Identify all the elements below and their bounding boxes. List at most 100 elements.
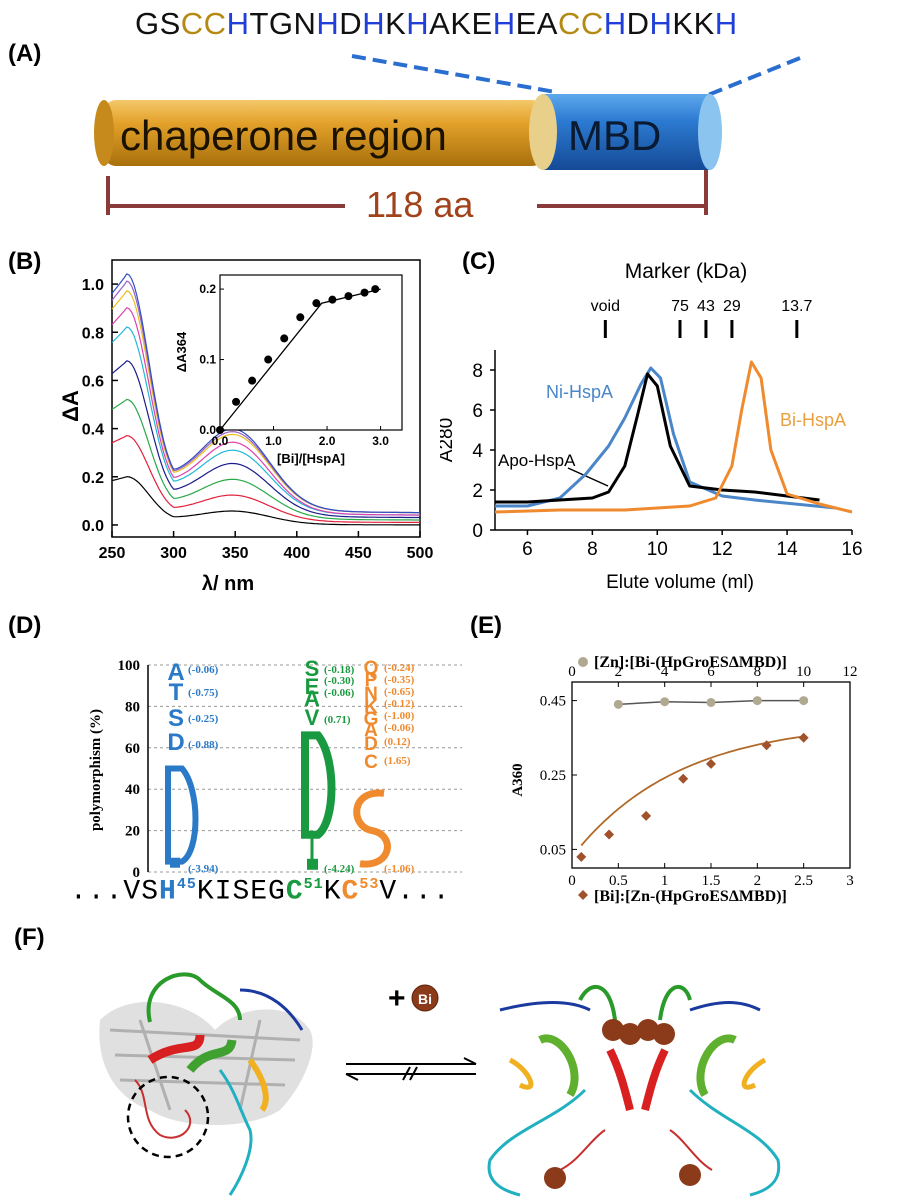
seq-segment: EA xyxy=(515,6,558,41)
panel-e-label: (E) xyxy=(470,612,502,639)
d-logo-value: (-3.94) xyxy=(188,863,219,875)
d-logo-value: (0.12) xyxy=(384,736,411,748)
e-bi-point xyxy=(706,758,716,769)
e-top-tick-label: 0 xyxy=(568,664,576,680)
e-bottom-label: [Bi]:[Zn-(HpGroESΔMBD)] xyxy=(594,888,787,905)
panel-a-diagram xyxy=(94,54,801,215)
b-inset-point xyxy=(232,397,241,406)
e-bottom-tick-label: 2 xyxy=(754,873,762,889)
b-inset-xtick-label: 1.0 xyxy=(265,434,282,448)
seq-segment: H xyxy=(362,6,386,41)
b-inset-xtick-label: 0.0 xyxy=(212,434,229,448)
chaperone-end xyxy=(94,100,114,166)
apo-label: Apo-HspA xyxy=(498,451,576,470)
d-logo-letter: P xyxy=(365,670,378,691)
c-ytick-label: 2 xyxy=(472,481,483,502)
mbd-join xyxy=(529,94,557,170)
d-logo-letter: A xyxy=(304,686,320,711)
b-inset-point xyxy=(360,288,369,297)
d-logo-value: (-0.06) xyxy=(188,664,219,676)
d-logo-value: (-0.65) xyxy=(384,686,415,698)
b-inset-point xyxy=(328,295,337,304)
b-xtick-label: 400 xyxy=(283,545,310,562)
d-k-res: K xyxy=(323,876,342,908)
d-ytick-label: 60 xyxy=(125,741,140,757)
panel-f-structures: + Bi xyxy=(99,972,781,1197)
c-ytick-label: 0 xyxy=(472,521,483,542)
c-trace xyxy=(494,360,853,514)
seq-segment: K xyxy=(385,6,407,41)
e-ytick-label: 0.25 xyxy=(540,768,566,784)
seq-segment: GS xyxy=(135,6,181,41)
d-seq-suffix: V... xyxy=(379,876,451,908)
e-top-tick-label: 2 xyxy=(615,664,623,680)
b-inset-point xyxy=(312,299,321,308)
seq-segment: H xyxy=(603,6,627,41)
d-mid-seq: KISEG xyxy=(196,876,286,908)
d-seq-prefix: ...VS xyxy=(70,876,160,908)
c-xlabel: Elute volume (ml) xyxy=(606,572,754,593)
e-frame xyxy=(571,681,851,869)
seq-segment: CC xyxy=(180,6,227,41)
d-logo-value: (1.65) xyxy=(384,755,411,767)
d-logo-c xyxy=(307,858,318,870)
b-xtick-label: 500 xyxy=(407,545,434,562)
e-top-tick-label: 4 xyxy=(661,664,669,680)
d-logo-value: (-0.88) xyxy=(188,739,219,751)
e-top-label: [Zn]:[Bi-(HpGroESΔMBD)] xyxy=(594,654,787,671)
b-inset-point xyxy=(344,292,353,301)
b-ytick-label: 1.0 xyxy=(82,277,104,294)
d-logo-letter: C xyxy=(364,752,378,773)
b-inset-frame xyxy=(219,274,403,431)
apo-pointer xyxy=(567,467,609,487)
b-inset-xlabel: [Bi]/[HspA] xyxy=(277,451,345,466)
panel-b-label: (B) xyxy=(8,248,42,275)
b-inset-ytick-label: 0.2 xyxy=(199,282,216,296)
d-logo-value: (-0.12) xyxy=(384,698,415,710)
b-ytick-label: 0.4 xyxy=(82,422,104,439)
d-ytick-label: 40 xyxy=(125,782,140,798)
b-ytick-label: 0.8 xyxy=(82,325,104,342)
b-inset-point xyxy=(280,334,289,343)
b-inset-xtick-label: 2.0 xyxy=(319,434,336,448)
b-frame xyxy=(111,259,421,538)
b-spectrum-line xyxy=(111,306,420,516)
b-ytick-label: 0.2 xyxy=(82,470,104,487)
chaperone-cylinder xyxy=(104,100,544,166)
b-ytick-label: 0.6 xyxy=(82,373,104,390)
e-bottom-tick-label: 2.5 xyxy=(794,873,813,889)
b-inset-point xyxy=(264,355,273,364)
b-xlabel: λ/ nm xyxy=(202,573,254,595)
d-c2-num: 53 xyxy=(359,876,380,893)
b-xtick-label: 450 xyxy=(345,545,372,562)
d-c1-num: 51 xyxy=(303,876,324,893)
b-ytick-label: 0.0 xyxy=(82,518,104,535)
c-xtick-label: 8 xyxy=(587,539,598,560)
d-ylabel: polymorphism (%) xyxy=(88,709,104,831)
b-xtick-label: 350 xyxy=(222,545,249,562)
c-ylabel: A280 xyxy=(440,418,457,462)
d-logo-value: (-1.00) xyxy=(384,710,415,722)
dash-left xyxy=(351,54,556,94)
panel-a-label: (A) xyxy=(8,40,42,67)
d-logo-letter: D xyxy=(167,729,184,756)
e-top-tick-label: 10 xyxy=(796,664,811,680)
d-logo-big-letter xyxy=(165,765,199,865)
d-logo-letter: E xyxy=(305,674,320,699)
panel-e-chart: [Zn]:[Bi-(HpGroESΔMBD)] [Bi]:[Zn-(HpGroE… xyxy=(510,654,858,905)
d-logo-value: (-0.06) xyxy=(324,687,355,699)
d-c1-res: C xyxy=(285,876,304,908)
bi-bound-structure xyxy=(487,984,781,1197)
b-inset-xtick-label: 3.0 xyxy=(372,434,389,448)
d-sequence: ...VSH45KISEGC51KC53V... xyxy=(70,876,451,907)
d-h-res: H xyxy=(159,876,177,908)
d-logo-big-letter xyxy=(353,789,391,868)
b-spectrum-line xyxy=(111,273,420,514)
seq-segment: H xyxy=(226,6,250,41)
d-logo-letter: G xyxy=(364,709,379,730)
d-c2-res: C xyxy=(341,876,360,908)
d-logo-letter: T xyxy=(169,679,184,706)
e-zn-point xyxy=(752,696,762,706)
panel-b-chart: ΔA λ/ nm 250 300 350 400 450 500 0.0 0.2 0.4 0.6 0… xyxy=(58,259,434,595)
e-bi-point xyxy=(761,740,772,751)
